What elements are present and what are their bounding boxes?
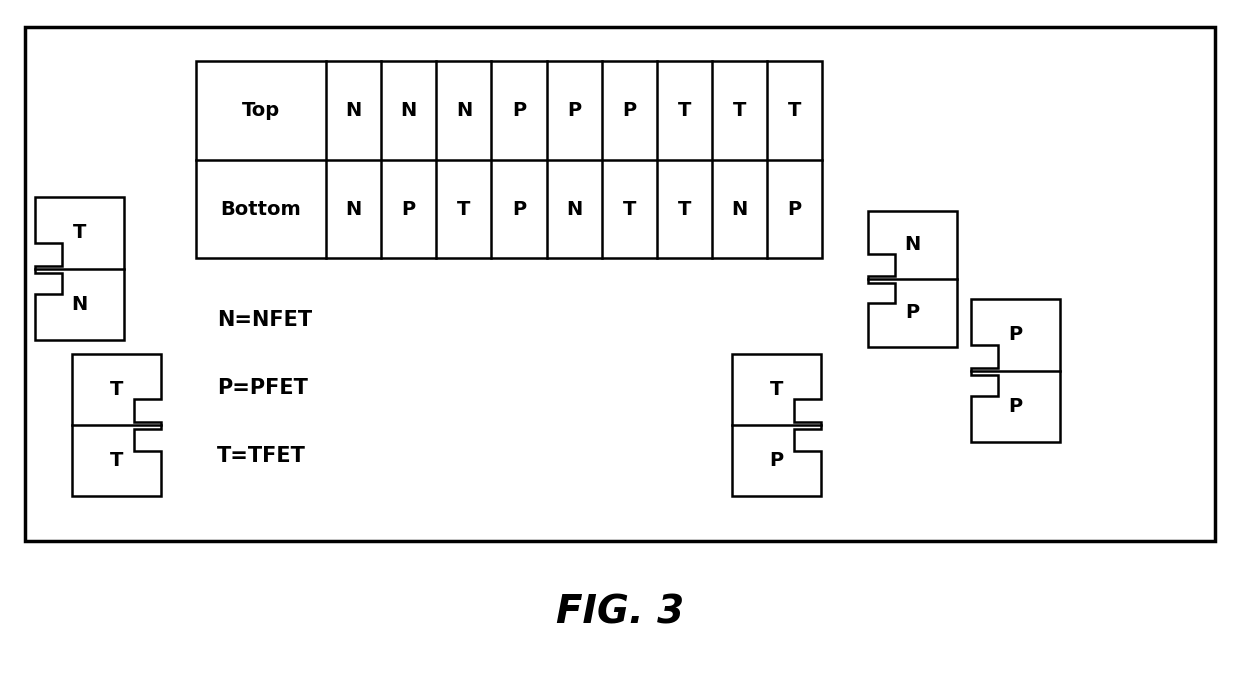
Text: Bottom: Bottom	[221, 200, 301, 218]
Text: P: P	[402, 200, 415, 218]
Text: P: P	[905, 303, 920, 322]
Text: P: P	[622, 101, 636, 120]
Text: T: T	[458, 200, 471, 218]
Text: P: P	[787, 200, 801, 218]
Text: T: T	[677, 101, 691, 120]
Text: T: T	[677, 200, 691, 218]
Text: T: T	[770, 380, 782, 398]
Text: T: T	[110, 452, 123, 470]
Text: N: N	[904, 235, 921, 254]
Polygon shape	[732, 354, 821, 496]
Text: P: P	[1008, 326, 1023, 344]
Polygon shape	[72, 354, 161, 496]
Text: N: N	[346, 101, 362, 120]
Text: P: P	[512, 101, 526, 120]
Text: P: P	[769, 452, 784, 470]
Text: P=PFET: P=PFET	[217, 377, 308, 398]
Text: T=TFET: T=TFET	[217, 445, 306, 466]
Text: P: P	[1008, 397, 1023, 415]
Text: T: T	[110, 380, 123, 398]
Text: N: N	[732, 200, 748, 218]
Polygon shape	[35, 197, 124, 340]
Text: P: P	[567, 101, 582, 120]
Text: Top: Top	[242, 101, 280, 120]
Text: N: N	[401, 101, 417, 120]
Text: FIG. 3: FIG. 3	[556, 593, 684, 631]
Bar	[196, 61, 822, 258]
Text: T: T	[622, 200, 636, 218]
Text: N: N	[71, 295, 88, 313]
Text: N=NFET: N=NFET	[217, 309, 312, 330]
Polygon shape	[868, 211, 957, 347]
Text: P: P	[512, 200, 526, 218]
Polygon shape	[971, 299, 1060, 442]
Text: N: N	[456, 101, 472, 120]
Bar	[25, 27, 1215, 541]
Text: N: N	[346, 200, 362, 218]
Text: T: T	[73, 224, 86, 242]
Text: N: N	[565, 200, 583, 218]
Text: T: T	[733, 101, 746, 120]
Text: T: T	[787, 101, 801, 120]
